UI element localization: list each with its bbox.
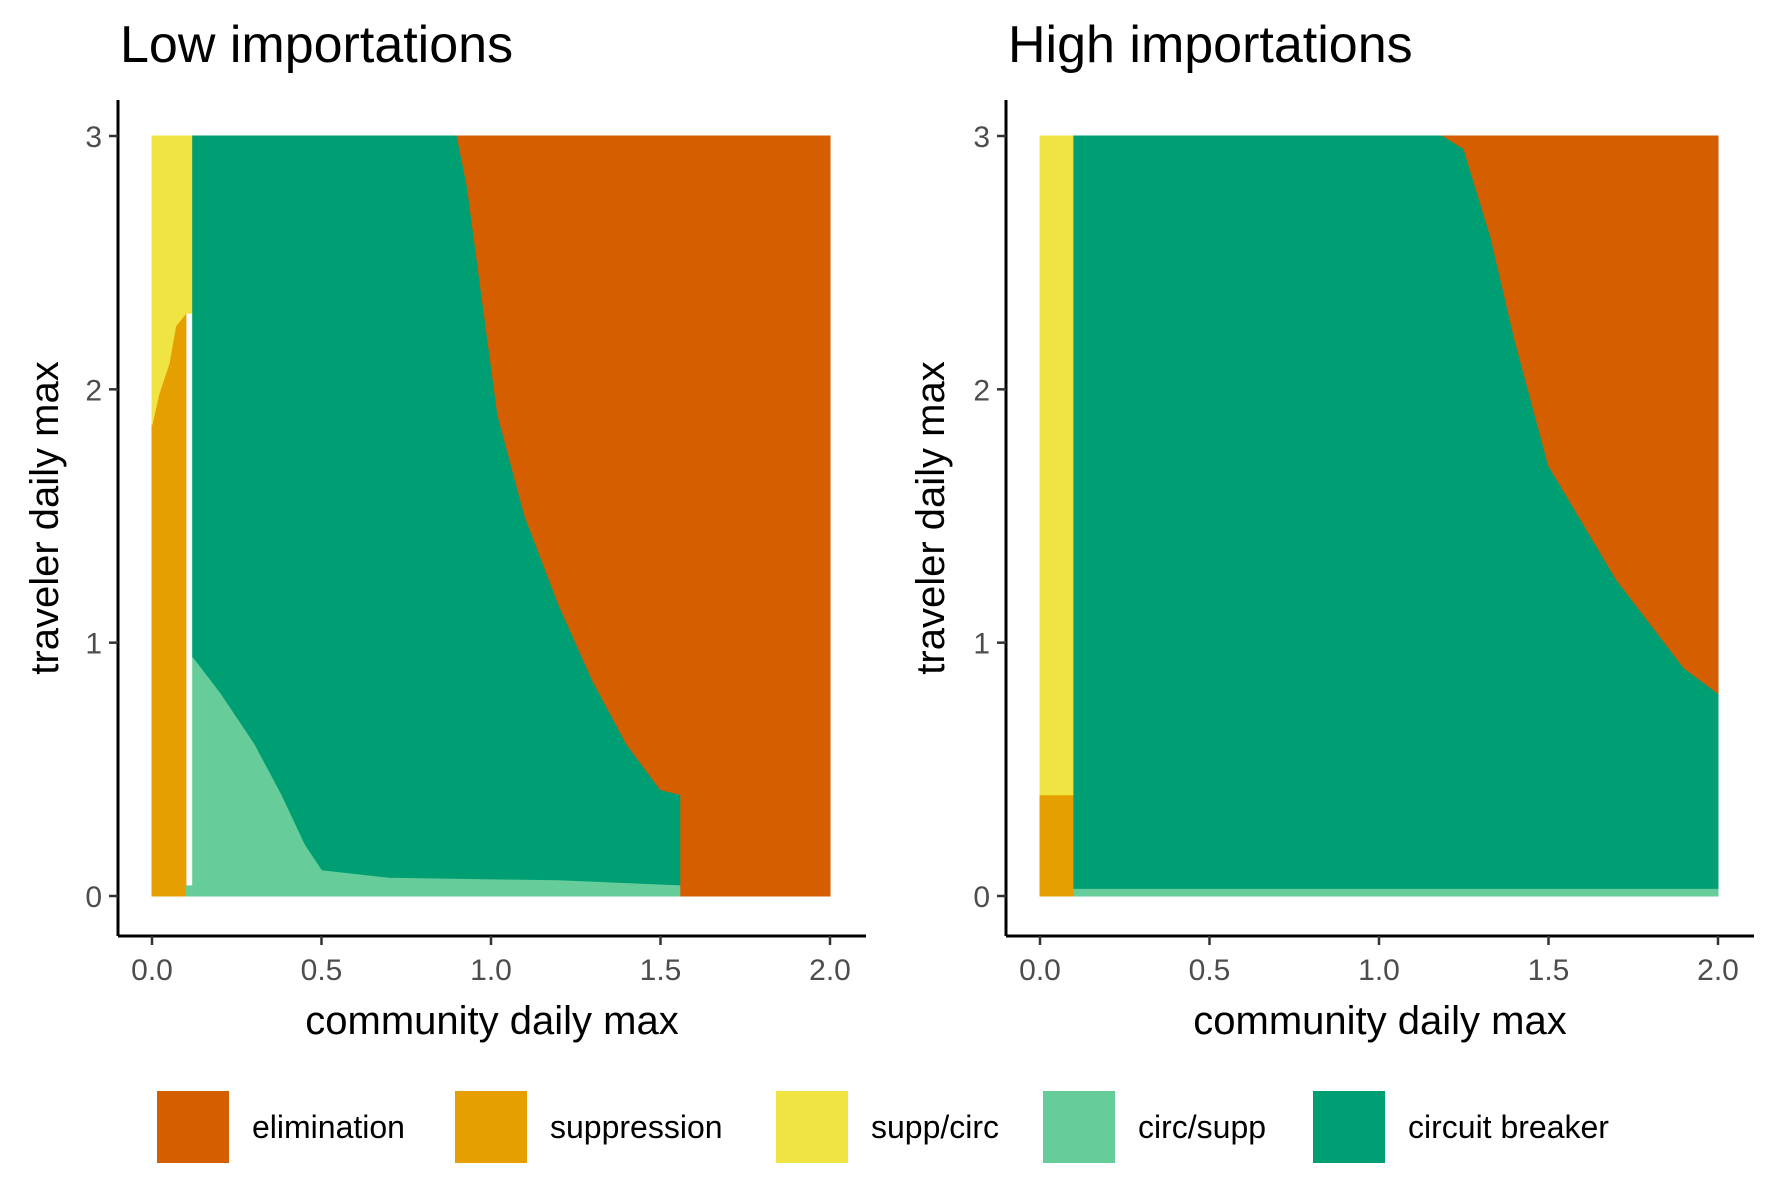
legend-swatch — [776, 1091, 848, 1163]
y-tick-label: 2 — [85, 374, 102, 407]
y-tick-label: 3 — [973, 121, 990, 154]
legend-label: circ/supp — [1138, 1109, 1266, 1145]
y-tick-label: 1 — [85, 628, 102, 661]
legend-label: elimination — [252, 1109, 405, 1145]
region-circ-supp — [1073, 887, 1719, 897]
legend-item-supp-circ: supp/circ — [776, 1091, 999, 1163]
region-suppression — [1039, 794, 1075, 897]
x-ticks: 0.0 0.5 1.0 1.5 2.0 — [1019, 936, 1739, 987]
x-tick-label: 1.5 — [640, 954, 682, 987]
legend: elimination suppression supp/circ circ/supp… — [157, 1091, 1609, 1163]
x-tick-label: 0.5 — [1189, 954, 1231, 987]
legend-item-circuit-breaker: circuit breaker — [1313, 1091, 1609, 1163]
legend-label: suppression — [550, 1109, 723, 1145]
x-ticks: 0.0 0.5 1.0 1.5 2.0 — [131, 936, 851, 987]
panel-low-importations: Low importations 0 1 2 3 0.0 0.5 1.0 1.5 2.0 co… — [23, 16, 866, 1043]
legend-label: circuit breaker — [1408, 1109, 1609, 1145]
heatmap-regions — [151, 135, 831, 897]
x-tick-label: 2.0 — [1697, 954, 1739, 987]
y-tick-label: 3 — [85, 121, 102, 154]
legend-item-elimination: elimination — [157, 1091, 405, 1163]
legend-label: supp/circ — [871, 1109, 999, 1145]
x-tick-label: 0.0 — [131, 954, 173, 987]
y-axis-title: traveler daily max — [909, 361, 953, 674]
x-axis-title: community daily max — [305, 999, 678, 1043]
region-supp-circ — [1039, 135, 1075, 796]
legend-swatch — [1313, 1091, 1385, 1163]
x-axis-title: community daily max — [1193, 999, 1566, 1043]
y-tick-label: 0 — [85, 881, 102, 914]
y-tick-label: 0 — [973, 881, 990, 914]
x-tick-label: 1.0 — [1358, 954, 1400, 987]
panel-title: Low importations — [120, 16, 513, 74]
panel-title: High importations — [1008, 16, 1413, 74]
panel-high-importations: High importations 0 1 2 3 0.0 0.5 1.0 1.5 2.0 c… — [909, 16, 1754, 1043]
y-tick-label: 1 — [973, 628, 990, 661]
x-tick-label: 1.0 — [470, 954, 512, 987]
region-circ-supp — [185, 656, 682, 897]
region-supp-circ — [151, 135, 194, 425]
y-ticks: 0 1 2 3 — [85, 121, 118, 914]
region-elimination — [456, 135, 831, 897]
x-tick-label: 2.0 — [809, 954, 851, 987]
y-ticks: 0 1 2 3 — [973, 121, 1006, 914]
legend-swatch — [157, 1091, 229, 1163]
legend-swatch — [1043, 1091, 1115, 1163]
legend-item-suppression: suppression — [455, 1091, 723, 1163]
x-tick-label: 0.0 — [1019, 954, 1061, 987]
x-tick-label: 0.5 — [301, 954, 343, 987]
legend-swatch — [455, 1091, 527, 1163]
heatmap-regions — [1039, 135, 1719, 897]
x-tick-label: 1.5 — [1528, 954, 1570, 987]
y-tick-label: 2 — [973, 374, 990, 407]
region-elimination — [1441, 135, 1719, 695]
y-axis-title: traveler daily max — [23, 361, 67, 674]
legend-item-circ-supp: circ/supp — [1043, 1091, 1266, 1163]
